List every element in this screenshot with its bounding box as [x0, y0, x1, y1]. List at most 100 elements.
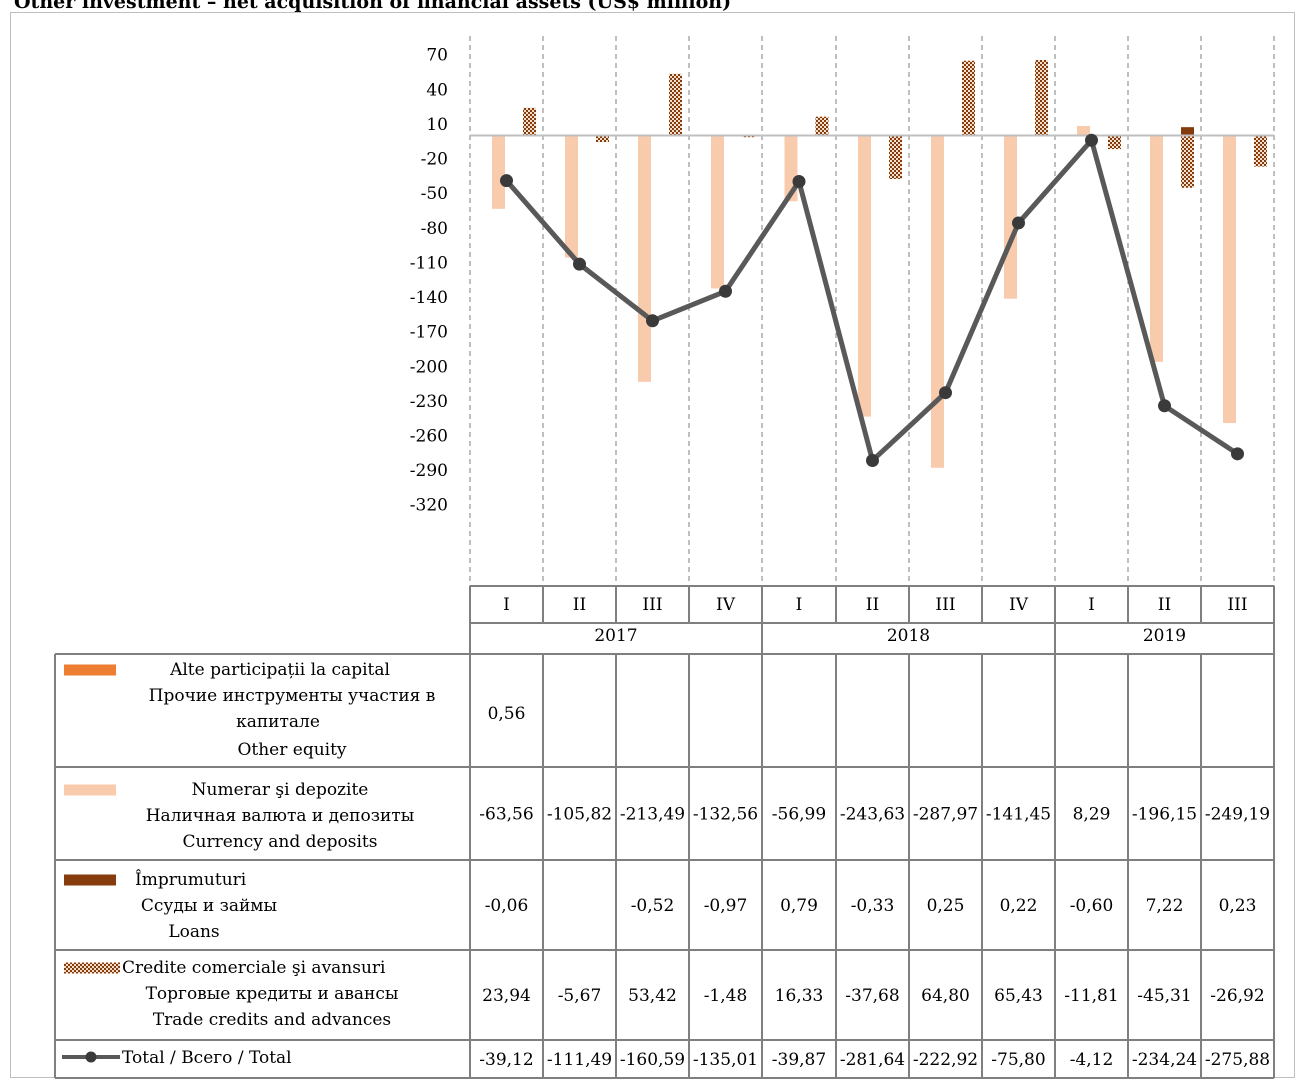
x-tick-label: III	[642, 595, 662, 615]
table-cell-loans: 0,25	[927, 896, 965, 916]
table-cell-loans: 0,22	[1000, 896, 1038, 916]
table-cell-loans: -0,33	[851, 896, 895, 916]
table-cell-total: -75,80	[991, 1050, 1045, 1070]
legend-label: Trade credits and advances	[153, 1010, 391, 1030]
table-cell-currency: -287,97	[913, 805, 978, 825]
year-label: 2019	[1143, 626, 1186, 646]
x-tick-label: II	[1158, 595, 1171, 615]
bar-trade	[962, 60, 975, 136]
legend-label: Credite comerciale şi avansuri	[122, 958, 386, 978]
y-tick-label: -110	[410, 253, 448, 273]
table-cell-loans: 0,23	[1219, 896, 1257, 916]
y-tick-label: -260	[410, 427, 448, 447]
table-cell-loans: -0,06	[485, 896, 529, 916]
point-total	[792, 175, 806, 189]
table-cell-currency: -132,56	[693, 805, 758, 825]
table-cell-total: -222,92	[913, 1050, 978, 1070]
bar-currency	[1223, 135, 1236, 424]
table-cell-trade: -11,81	[1064, 986, 1118, 1006]
legend-label: Total / Всего / Total	[122, 1048, 292, 1068]
bar-loans	[1181, 127, 1194, 136]
year-label: 2018	[887, 626, 930, 646]
legend-label: Ссуды и займы	[141, 896, 277, 916]
bar-trade	[815, 116, 829, 136]
point-total	[1012, 216, 1025, 230]
legend-key-marker	[85, 1051, 97, 1063]
x-tick-label: IV	[1009, 595, 1029, 615]
legend-label: Торговые кредиты и авансы	[146, 984, 399, 1004]
bar-currency	[565, 135, 578, 258]
table-cell-loans: 7,22	[1146, 896, 1184, 916]
x-tick-label: I	[1088, 595, 1095, 615]
table-cell-trade: 53,42	[628, 986, 677, 1006]
legend-label: Other equity	[237, 740, 346, 760]
y-tick-label: -140	[410, 288, 448, 308]
table-cell-trade: -45,31	[1137, 986, 1191, 1006]
table-cell-trade: 64,80	[921, 986, 970, 1006]
table-cell-total: -275,88	[1205, 1050, 1270, 1070]
table-cell-total: -135,01	[693, 1050, 758, 1070]
bar-trade	[596, 135, 609, 143]
bar-currency	[1150, 135, 1163, 362]
y-tick-label: -320	[410, 496, 448, 516]
x-tick-label: I	[503, 595, 510, 615]
x-tick-label: II	[866, 595, 879, 615]
table-cell-currency: -141,45	[986, 805, 1051, 825]
x-tick-label: III	[1227, 595, 1247, 615]
table-cell-currency: -196,15	[1132, 805, 1197, 825]
bar-currency	[1004, 135, 1017, 299]
table-cell-total: -111,49	[547, 1050, 612, 1070]
bar-trade	[1035, 60, 1048, 136]
legend-label: капитале	[236, 712, 320, 732]
x-tick-label: II	[573, 595, 586, 615]
bar-trade	[1108, 135, 1121, 150]
point-total	[939, 386, 952, 400]
bar-currency	[858, 135, 871, 417]
table-cell-currency: 8,29	[1073, 805, 1111, 825]
legend-key-trade	[64, 962, 120, 974]
table-cell-equity: 0,56	[488, 704, 526, 724]
table-cell-currency: -63,56	[479, 805, 533, 825]
y-tick-label: 40	[426, 80, 448, 100]
legend-key-equity	[64, 664, 116, 676]
y-tick-label: -20	[421, 150, 448, 170]
legend-label: Numerar şi depozite	[192, 780, 369, 800]
point-total	[1231, 447, 1244, 461]
table-cell-total: -281,64	[840, 1050, 905, 1070]
table-cell-trade: -37,68	[845, 986, 899, 1006]
table-cell-total: -160,59	[620, 1050, 685, 1070]
y-tick-label: -80	[421, 219, 448, 239]
x-tick-label: III	[935, 595, 955, 615]
bar-trade	[1254, 135, 1267, 167]
table-cell-trade: -1,48	[704, 986, 748, 1006]
bar-currency	[711, 135, 724, 289]
table-cell-loans: -0,97	[704, 896, 748, 916]
y-tick-label: -290	[410, 461, 448, 481]
table-cell-loans: 0,79	[780, 896, 818, 916]
legend-label: Loans	[168, 922, 219, 942]
table-cell-loans: -0,60	[1070, 896, 1114, 916]
bar-trade	[1181, 135, 1194, 188]
point-total	[500, 174, 513, 188]
y-tick-label: -170	[410, 323, 448, 343]
table-cell-currency: -105,82	[547, 805, 612, 825]
bar-trade	[669, 73, 682, 136]
y-tick-label: -230	[410, 392, 448, 412]
point-total	[646, 314, 659, 328]
table-cell-total: -4,12	[1070, 1050, 1114, 1070]
y-tick-label: 70	[426, 46, 448, 66]
legend-label: Alte participații la capital	[169, 660, 390, 680]
table-cell-trade: -26,92	[1210, 986, 1264, 1006]
bar-currency	[1077, 125, 1090, 136]
legend-key-loans	[64, 874, 116, 886]
table-cell-trade: -5,67	[558, 986, 602, 1006]
table-cell-currency: -213,49	[620, 805, 685, 825]
bar-trade	[523, 107, 536, 136]
table-cell-currency: -243,63	[840, 805, 905, 825]
y-tick-label: 10	[426, 115, 448, 135]
bar-currency	[638, 135, 651, 382]
y-tick-label: -50	[421, 184, 448, 204]
year-label: 2017	[594, 626, 637, 646]
legend-label: Прочие инструменты участия в	[149, 686, 436, 706]
